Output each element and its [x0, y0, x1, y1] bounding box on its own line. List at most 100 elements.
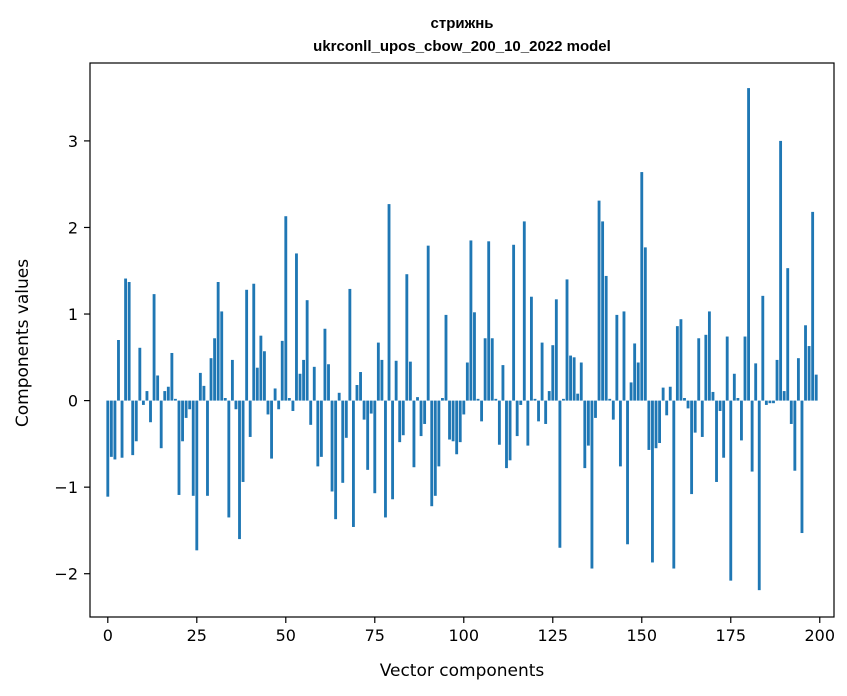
bar-57 — [309, 400, 313, 425]
bar-146 — [626, 400, 629, 545]
bar-94 — [441, 398, 444, 401]
bar-171 — [715, 400, 718, 482]
bar-184 — [761, 295, 765, 401]
y-tick-label: 1 — [68, 305, 78, 324]
bar-112 — [505, 400, 508, 469]
bar-51 — [287, 398, 291, 401]
bar-26 — [198, 372, 202, 401]
bar-174 — [725, 336, 729, 401]
bar-145 — [622, 311, 626, 401]
bar-155 — [658, 400, 661, 444]
bar-31 — [216, 282, 220, 401]
bar-67 — [344, 400, 348, 438]
bar-170 — [711, 391, 715, 401]
y-tick-label: −1 — [54, 478, 78, 497]
bar-190 — [782, 391, 786, 401]
bar-191 — [786, 268, 790, 401]
bar-58 — [312, 366, 316, 401]
bar-134 — [583, 400, 587, 469]
y-tick-label: 3 — [68, 132, 78, 151]
bar-125 — [551, 345, 555, 401]
bar-37 — [238, 400, 241, 540]
bar-181 — [750, 400, 754, 472]
bar-133 — [579, 362, 583, 401]
bar-16 — [163, 391, 167, 401]
bar-162 — [683, 398, 686, 401]
bar-127 — [558, 400, 562, 548]
bar-75 — [373, 400, 377, 494]
bar-114 — [512, 244, 516, 401]
bar-24 — [191, 400, 195, 496]
bar-78 — [384, 400, 387, 518]
bar-8 — [134, 400, 138, 442]
bar-19 — [174, 398, 177, 401]
bar-52 — [291, 400, 295, 411]
bar-13 — [152, 294, 156, 401]
plot-frame — [89, 62, 835, 618]
bar-159 — [672, 400, 676, 569]
bar-100 — [462, 400, 466, 415]
bar-189 — [779, 140, 783, 401]
bar-151 — [643, 247, 647, 401]
chart-title: стрижнь — [431, 15, 494, 32]
bar-73 — [366, 400, 370, 470]
bar-167 — [700, 400, 704, 437]
bar-80 — [391, 400, 395, 500]
bar-50 — [284, 216, 288, 401]
bar-97 — [451, 400, 455, 442]
bar-11 — [145, 391, 149, 401]
bar-5 — [124, 278, 128, 401]
bar-96 — [448, 400, 451, 440]
bar-104 — [476, 398, 480, 401]
bar-35 — [230, 359, 234, 401]
bar-149 — [636, 362, 640, 401]
bar-36 — [234, 400, 238, 410]
bar-152 — [647, 400, 651, 450]
bar-40 — [248, 400, 252, 437]
bar-199 — [814, 374, 818, 401]
bar-107 — [487, 241, 491, 401]
bar-44 — [263, 351, 266, 401]
bar-39 — [245, 289, 249, 401]
bar-111 — [501, 365, 505, 401]
bar-76 — [376, 342, 380, 401]
bar-95 — [444, 314, 448, 401]
bar-32 — [220, 311, 224, 401]
bar-141 — [608, 398, 612, 401]
bar-103 — [473, 312, 476, 401]
bar-23 — [188, 400, 192, 410]
bar-101 — [465, 362, 469, 401]
bar-0 — [106, 400, 110, 497]
bar-121 — [537, 400, 540, 422]
chart-subtitle: ukrconll_upos_cbow_200_10_2022 model — [313, 38, 611, 55]
bar-187 — [772, 400, 775, 404]
bar-61 — [323, 328, 327, 401]
bar-10 — [141, 400, 145, 405]
y-axis-label: Components values — [13, 259, 33, 427]
bar-179 — [743, 336, 747, 401]
bar-154 — [654, 400, 658, 449]
bar-81 — [394, 360, 398, 401]
bar-25 — [195, 400, 199, 551]
bar-177 — [736, 398, 740, 401]
bar-63 — [330, 400, 334, 492]
bar-86 — [412, 400, 416, 468]
bar-165 — [693, 400, 697, 433]
bar-115 — [515, 400, 519, 437]
bar-72 — [362, 400, 366, 420]
bar-43 — [259, 335, 263, 401]
bar-169 — [707, 311, 711, 401]
bar-83 — [401, 400, 405, 436]
bar-128 — [562, 398, 565, 401]
bar-55 — [302, 359, 306, 401]
bar-1 — [109, 400, 113, 457]
bar-150 — [640, 172, 644, 401]
bar-153 — [651, 400, 654, 563]
x-tick-label: 150 — [626, 626, 657, 645]
bar-70 — [355, 385, 359, 401]
x-tick-label: 100 — [449, 626, 480, 645]
bar-120 — [533, 398, 537, 401]
bar-12 — [149, 400, 152, 423]
bar-74 — [369, 400, 373, 414]
